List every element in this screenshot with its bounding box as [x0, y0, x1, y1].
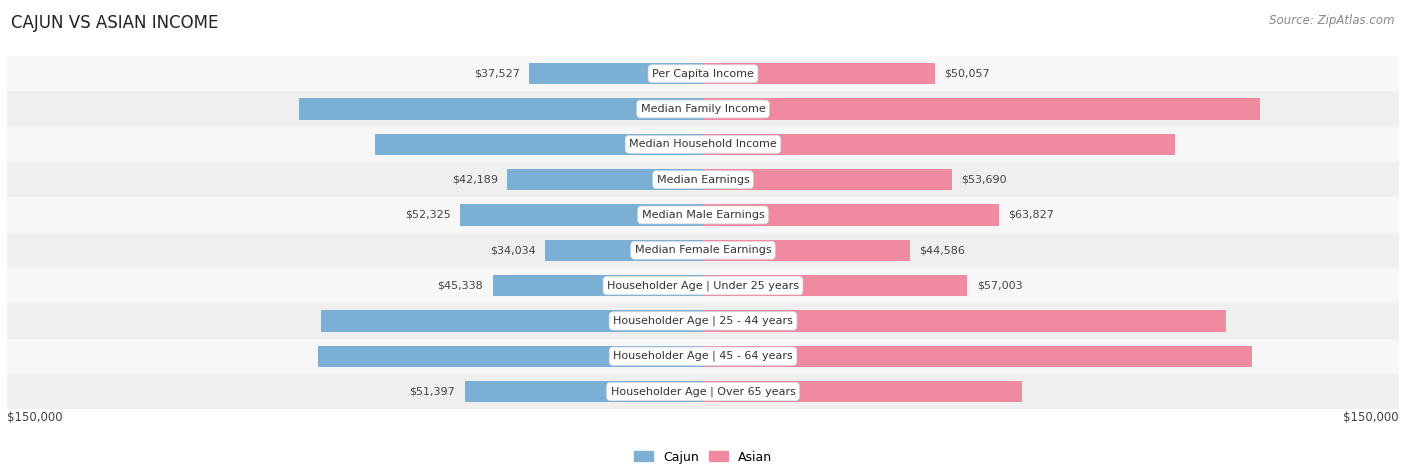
Text: $44,586: $44,586: [920, 245, 965, 255]
Text: CAJUN VS ASIAN INCOME: CAJUN VS ASIAN INCOME: [11, 14, 218, 32]
Bar: [7, 339, 1399, 374]
Text: $42,189: $42,189: [451, 175, 498, 184]
Bar: [703, 169, 952, 190]
Text: Source: ZipAtlas.com: Source: ZipAtlas.com: [1270, 14, 1395, 27]
Bar: [318, 346, 703, 367]
Text: $70,605: $70,605: [648, 139, 693, 149]
Bar: [7, 303, 1399, 339]
Text: Per Capita Income: Per Capita Income: [652, 69, 754, 79]
Bar: [460, 205, 703, 226]
Bar: [703, 381, 1022, 402]
Text: Householder Age | 25 - 44 years: Householder Age | 25 - 44 years: [613, 316, 793, 326]
Text: $119,955: $119,955: [713, 104, 765, 114]
Text: $150,000: $150,000: [1343, 411, 1399, 424]
Bar: [7, 233, 1399, 268]
Text: Median Earnings: Median Earnings: [657, 175, 749, 184]
Text: $34,034: $34,034: [491, 245, 536, 255]
Bar: [7, 127, 1399, 162]
Bar: [703, 205, 1000, 226]
Text: Median Female Earnings: Median Female Earnings: [634, 245, 772, 255]
Text: $83,015: $83,015: [648, 351, 693, 361]
Bar: [298, 99, 703, 120]
Bar: [703, 134, 1175, 155]
Bar: [375, 134, 703, 155]
Text: $37,527: $37,527: [474, 69, 520, 79]
Bar: [703, 310, 1226, 332]
Text: $112,666: $112,666: [713, 316, 765, 326]
Text: $63,827: $63,827: [1008, 210, 1054, 220]
Text: Householder Age | 45 - 64 years: Householder Age | 45 - 64 years: [613, 351, 793, 361]
Text: $51,397: $51,397: [409, 387, 456, 396]
Text: $150,000: $150,000: [7, 411, 63, 424]
Bar: [703, 275, 967, 296]
Bar: [7, 197, 1399, 233]
Text: Householder Age | Under 25 years: Householder Age | Under 25 years: [607, 280, 799, 291]
Bar: [7, 162, 1399, 197]
Bar: [508, 169, 703, 190]
Text: $68,822: $68,822: [713, 387, 758, 396]
Bar: [7, 56, 1399, 92]
Bar: [703, 99, 1260, 120]
Text: $53,690: $53,690: [962, 175, 1007, 184]
Text: $52,325: $52,325: [405, 210, 451, 220]
Bar: [529, 63, 703, 84]
Text: $50,057: $50,057: [945, 69, 990, 79]
Text: Median Family Income: Median Family Income: [641, 104, 765, 114]
Text: $87,157: $87,157: [648, 104, 693, 114]
Bar: [546, 240, 703, 261]
Bar: [703, 240, 910, 261]
Bar: [7, 268, 1399, 303]
Text: $57,003: $57,003: [977, 281, 1022, 290]
Bar: [321, 310, 703, 332]
Bar: [703, 346, 1253, 367]
Text: $45,338: $45,338: [437, 281, 484, 290]
Text: $101,681: $101,681: [713, 139, 765, 149]
Legend: Cajun, Asian: Cajun, Asian: [630, 446, 776, 467]
Bar: [464, 381, 703, 402]
Text: Median Household Income: Median Household Income: [628, 139, 778, 149]
Bar: [492, 275, 703, 296]
Bar: [7, 92, 1399, 127]
Bar: [703, 63, 935, 84]
Text: Median Male Earnings: Median Male Earnings: [641, 210, 765, 220]
Text: Householder Age | Over 65 years: Householder Age | Over 65 years: [610, 386, 796, 397]
Bar: [7, 374, 1399, 409]
Text: $118,426: $118,426: [713, 351, 765, 361]
Text: $82,393: $82,393: [648, 316, 693, 326]
